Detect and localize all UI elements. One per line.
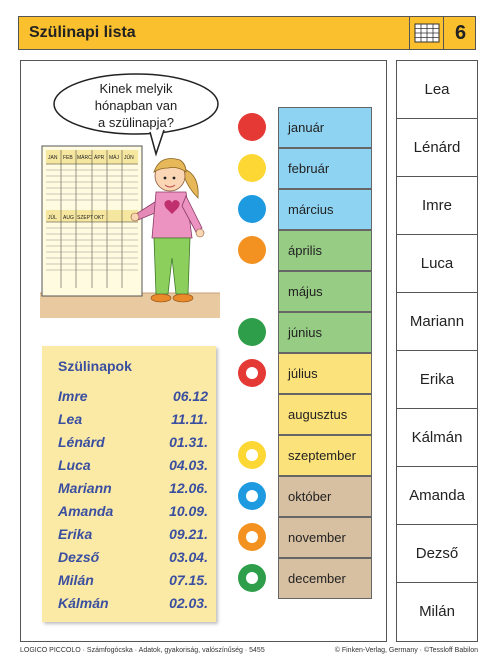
note-name: Dezső: [58, 549, 100, 565]
speech-bubble: [53, 73, 219, 157]
footer-right: © Finken-Verlag, Germany · ©Tessloff Bab…: [334, 647, 478, 654]
note-name: Lénárd: [58, 434, 105, 450]
note-row: Luca 04.03.: [58, 457, 208, 479]
name-cell[interactable]: Luca: [397, 235, 477, 293]
note-date: 04.03.: [169, 457, 208, 473]
month-cell[interactable]: október: [278, 476, 372, 517]
note-name: Amanda: [58, 503, 114, 519]
note-date: 11.11.: [171, 411, 208, 427]
note-name: Imre: [58, 388, 88, 404]
name-cell[interactable]: Lénárd: [397, 119, 477, 177]
calendar-label: JÚL: [48, 214, 57, 221]
month-cell[interactable]: június: [278, 312, 372, 353]
calendar-label: AUG: [63, 215, 74, 221]
color-dot[interactable]: [238, 195, 266, 223]
calendar-label: ÁPR: [94, 154, 105, 161]
page-header: Szülinapi lista 6: [18, 16, 476, 50]
note-date: 02.03.: [169, 595, 208, 611]
month-cell[interactable]: november: [278, 517, 372, 558]
month-cell[interactable]: február: [278, 148, 372, 189]
note-row: Kálmán 02.03.: [58, 595, 208, 617]
color-dot[interactable]: [238, 154, 266, 182]
month-cell[interactable]: május: [278, 271, 372, 312]
note-row: Erika 09.21.: [58, 526, 208, 548]
note-name: Milán: [58, 572, 94, 588]
note-name: Luca: [58, 457, 91, 473]
month-cell[interactable]: április: [278, 230, 372, 271]
calendar-board: JAN FEB MÁRC ÁPR MÁJ JÚN JÚL AUG SZEPT O…: [41, 145, 143, 297]
note-row: Milán 07.15.: [58, 572, 208, 594]
bubble-line: Kinek melyik: [99, 81, 173, 96]
month-cell[interactable]: március: [278, 189, 372, 230]
note-row: Amanda 10.09.: [58, 503, 208, 525]
note-name: Erika: [58, 526, 93, 542]
birthday-note: Szülinapok Imre 06.12 Lea 11.11. Lénárd 01.…: [42, 346, 216, 622]
color-dot[interactable]: [238, 523, 266, 551]
month-cell[interactable]: december: [278, 558, 372, 599]
girl-figure: [130, 158, 205, 303]
month-cell[interactable]: július: [278, 353, 372, 394]
month-cell[interactable]: augusztus: [278, 394, 372, 435]
name-cell[interactable]: Mariann: [397, 293, 477, 351]
name-cell[interactable]: Milán: [419, 603, 455, 620]
calendar-label: FEB: [63, 155, 73, 161]
name-cell[interactable]: Dezső: [397, 525, 477, 583]
name-cell[interactable]: Lea: [397, 61, 477, 119]
color-dot[interactable]: [238, 482, 266, 510]
month-cell[interactable]: január: [278, 107, 372, 148]
color-dot[interactable]: [238, 318, 266, 346]
name-cell[interactable]: Amanda: [397, 467, 477, 525]
footer-left: LOGICO PICCOLO · Számfogócska · Adatok, …: [20, 647, 265, 654]
note-date: 03.04.: [169, 549, 208, 565]
grid-icon: [409, 17, 444, 49]
note-row: Lea 11.11.: [58, 411, 208, 433]
color-dot[interactable]: [238, 359, 266, 387]
calendar-label: JÚN: [124, 154, 134, 161]
calendar-label: MÁJ: [109, 154, 120, 161]
page-number: 6: [443, 17, 477, 49]
bubble-line: a szülinapja?: [98, 115, 174, 130]
note-row: Dezső 03.04.: [58, 549, 208, 571]
name-cell[interactable]: Erika: [397, 351, 477, 409]
month-cell[interactable]: szeptember: [278, 435, 372, 476]
calendar-label: OKT: [94, 215, 104, 221]
color-dot[interactable]: [238, 113, 266, 141]
note-date: 01.31.: [169, 434, 208, 450]
note-date: 06.12: [172, 388, 208, 404]
note-date: 09.21.: [169, 526, 208, 542]
calendar-label: SZEPT: [77, 215, 93, 221]
note-row: Lénárd 01.31.: [58, 434, 208, 456]
note-date: 12.06.: [169, 480, 208, 496]
note-row: Mariann 12.06.: [58, 480, 208, 502]
color-dot[interactable]: [238, 441, 266, 469]
name-cell[interactable]: Imre: [397, 177, 477, 235]
note-date: 07.15.: [169, 572, 208, 588]
girl-illustration: JAN FEB MÁRC ÁPR MÁJ JÚN JÚL AUG SZEPT O…: [40, 73, 220, 318]
note-date: 10.09.: [169, 503, 208, 519]
calendar-label: MÁRC: [77, 154, 92, 161]
color-dot[interactable]: [238, 236, 266, 264]
note-title: Szülinapok: [58, 358, 132, 374]
note-name: Mariann: [58, 480, 112, 496]
name-cell[interactable]: Kálmán: [397, 409, 477, 467]
calendar-label: JAN: [48, 155, 58, 161]
speech-bubble-text: Kinek melyik hónapban van a szülinapja?: [66, 80, 206, 131]
color-dot[interactable]: [238, 564, 266, 592]
note-row: Imre 06.12: [58, 388, 208, 410]
bubble-line: hónapban van: [94, 98, 178, 113]
names-column: Lea Lénárd Imre Luca Mariann Erika Kálmá…: [396, 60, 478, 642]
note-name: Lea: [58, 411, 83, 427]
page-title: Szülinapi lista: [29, 24, 136, 41]
note-name: Kálmán: [58, 595, 109, 611]
